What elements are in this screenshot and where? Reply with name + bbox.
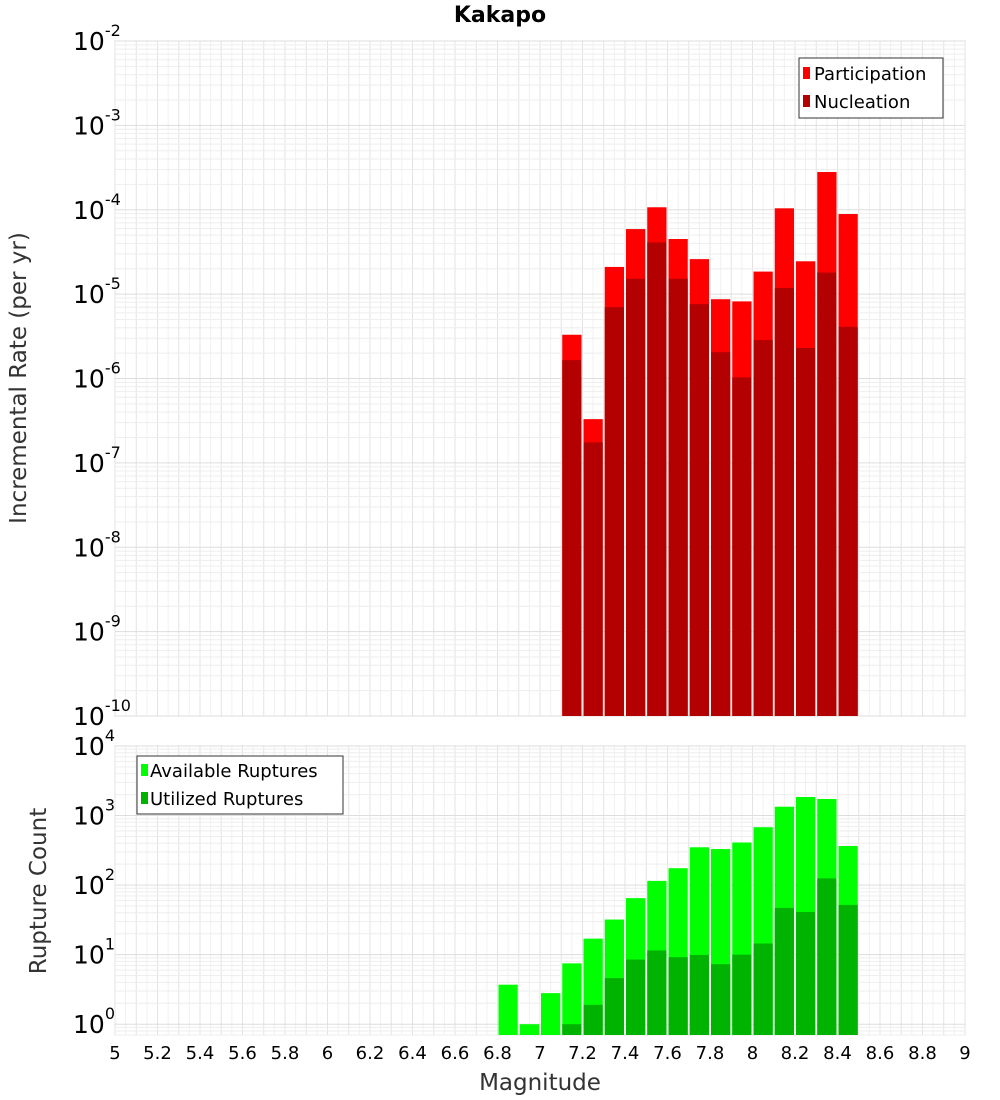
bottom-bar-series-0 bbox=[519, 1024, 539, 1035]
y-tick-label: 10-10 bbox=[73, 696, 131, 731]
bottom-panel: 100 101 102 103 104 5 5.2 5.4 5.6 5.8 6 6.2 6.4 6.6 6… bbox=[26, 726, 971, 1096]
x-tick-label: 6.4 bbox=[398, 1043, 427, 1064]
top-bar-series-1 bbox=[689, 304, 709, 716]
x-tick-label: 6.6 bbox=[441, 1043, 470, 1064]
top-bar-series-1 bbox=[604, 307, 624, 716]
x-tick-label: 5.8 bbox=[271, 1043, 300, 1064]
top-bar-series-1 bbox=[796, 347, 816, 716]
x-tick-label: 8.2 bbox=[781, 1043, 810, 1064]
bottom-bar-series-1 bbox=[711, 964, 731, 1035]
bottom-bar-series-1 bbox=[796, 912, 816, 1035]
x-tick-label: 5.2 bbox=[143, 1043, 172, 1064]
bottom-bar-series-0 bbox=[498, 984, 518, 1035]
bottom-bar-series-1 bbox=[647, 950, 667, 1035]
top-bar-series-1 bbox=[732, 377, 752, 716]
bottom-bar-series-1 bbox=[774, 907, 794, 1035]
top-gridlines bbox=[114, 40, 966, 717]
legend-swatch-utilized bbox=[141, 792, 148, 804]
bottom-bar-series-1 bbox=[689, 954, 709, 1035]
bottom-bar-series-1 bbox=[562, 1024, 582, 1035]
top-legend: Participation Nucleation bbox=[798, 57, 944, 119]
x-tick-label: 8.8 bbox=[908, 1043, 937, 1064]
top-bar-series-1 bbox=[753, 340, 773, 716]
x-tick-label: 8.6 bbox=[866, 1043, 895, 1064]
x-tick-label: 6.8 bbox=[483, 1043, 512, 1064]
top-bar-series-1 bbox=[626, 278, 646, 716]
top-bar-series-1 bbox=[583, 442, 603, 716]
legend-swatch-nucleation bbox=[803, 95, 810, 107]
top-bar-series-1 bbox=[711, 352, 731, 716]
bottom-bars bbox=[498, 796, 858, 1035]
y-tick-label: 101 bbox=[73, 935, 115, 970]
bottom-bar-series-1 bbox=[753, 943, 773, 1035]
x-tick-labels: 5 5.2 5.4 5.6 5.8 6 6.2 6.4 6.6 6.8 7 7.2 7.4 7.6 7.8 8… bbox=[109, 1043, 970, 1064]
top-bar-series-1 bbox=[647, 242, 667, 716]
x-axis-label: Magnitude bbox=[479, 1070, 601, 1096]
x-tick-label: 5.6 bbox=[228, 1043, 257, 1064]
x-tick-label: 7.6 bbox=[653, 1043, 682, 1064]
x-tick-label: 5.4 bbox=[186, 1043, 215, 1064]
bottom-bar-series-0 bbox=[541, 993, 561, 1035]
x-tick-label: 6 bbox=[322, 1043, 333, 1064]
legend-label-nucleation: Nucleation bbox=[814, 92, 910, 113]
bottom-legend: Available Ruptures Utilized Ruptures bbox=[136, 755, 344, 815]
bottom-bar-series-1 bbox=[604, 978, 624, 1035]
y-tick-label: 10-7 bbox=[73, 443, 121, 478]
legend-label-participation: Participation bbox=[814, 64, 926, 85]
top-bar-series-1 bbox=[774, 288, 794, 716]
y-tick-label: 10-4 bbox=[73, 190, 121, 225]
bottom-y-axis-label: Rupture Count bbox=[26, 808, 52, 974]
legend-swatch-participation bbox=[803, 67, 810, 79]
x-tick-label: 8 bbox=[747, 1043, 758, 1064]
top-bar-series-1 bbox=[668, 278, 688, 716]
y-tick-label: 104 bbox=[73, 726, 115, 761]
top-panel: 10-10 10-9 10-8 10-7 10-6 10-5 10-4 10-3 10-2 In… bbox=[6, 21, 966, 731]
bottom-bar-series-1 bbox=[838, 904, 858, 1035]
x-tick-label: 7 bbox=[534, 1043, 545, 1064]
top-bar-series-1 bbox=[817, 272, 837, 716]
top-bar-series-1 bbox=[562, 360, 582, 716]
bottom-y-tick-labels: 100 101 102 103 104 bbox=[73, 726, 115, 1039]
bottom-bar-series-1 bbox=[817, 878, 837, 1035]
y-tick-label: 10-9 bbox=[73, 612, 121, 647]
bottom-bar-series-0 bbox=[562, 963, 582, 1035]
legend-swatch-available bbox=[141, 764, 148, 776]
chart-title: Kakapo bbox=[454, 3, 546, 28]
top-y-tick-labels: 10-10 10-9 10-8 10-7 10-6 10-5 10-4 10-3 10-2 bbox=[73, 21, 131, 731]
y-tick-label: 103 bbox=[73, 796, 115, 831]
legend-label-utilized: Utilized Ruptures bbox=[150, 789, 303, 810]
bottom-legend-box bbox=[136, 755, 344, 815]
x-tick-label: 7.8 bbox=[696, 1043, 725, 1064]
y-tick-label: 102 bbox=[73, 865, 115, 900]
y-tick-label: 10-6 bbox=[73, 359, 121, 394]
legend-label-available: Available Ruptures bbox=[150, 761, 318, 782]
x-tick-label: 8.4 bbox=[823, 1043, 852, 1064]
bottom-bar-series-1 bbox=[668, 957, 688, 1035]
x-tick-label: 5 bbox=[109, 1043, 120, 1064]
y-tick-label: 10-8 bbox=[73, 527, 121, 562]
y-tick-label: 10-2 bbox=[73, 21, 121, 56]
top-bars bbox=[562, 172, 858, 717]
x-tick-label: 7.2 bbox=[568, 1043, 597, 1064]
top-y-axis-label: Incremental Rate (per yr) bbox=[6, 232, 32, 524]
y-tick-label: 10-3 bbox=[73, 105, 121, 140]
top-bar-series-1 bbox=[838, 326, 858, 716]
x-tick-label: 7.4 bbox=[611, 1043, 640, 1064]
bottom-bar-series-1 bbox=[626, 959, 646, 1035]
bottom-bar-series-1 bbox=[732, 954, 752, 1035]
y-tick-label: 10-5 bbox=[73, 274, 121, 309]
top-legend-box bbox=[798, 57, 944, 119]
y-tick-label: 100 bbox=[73, 1004, 115, 1039]
x-tick-label: 6.2 bbox=[356, 1043, 385, 1064]
x-tick-label: 9 bbox=[959, 1043, 970, 1064]
bottom-bar-series-1 bbox=[583, 1004, 603, 1035]
